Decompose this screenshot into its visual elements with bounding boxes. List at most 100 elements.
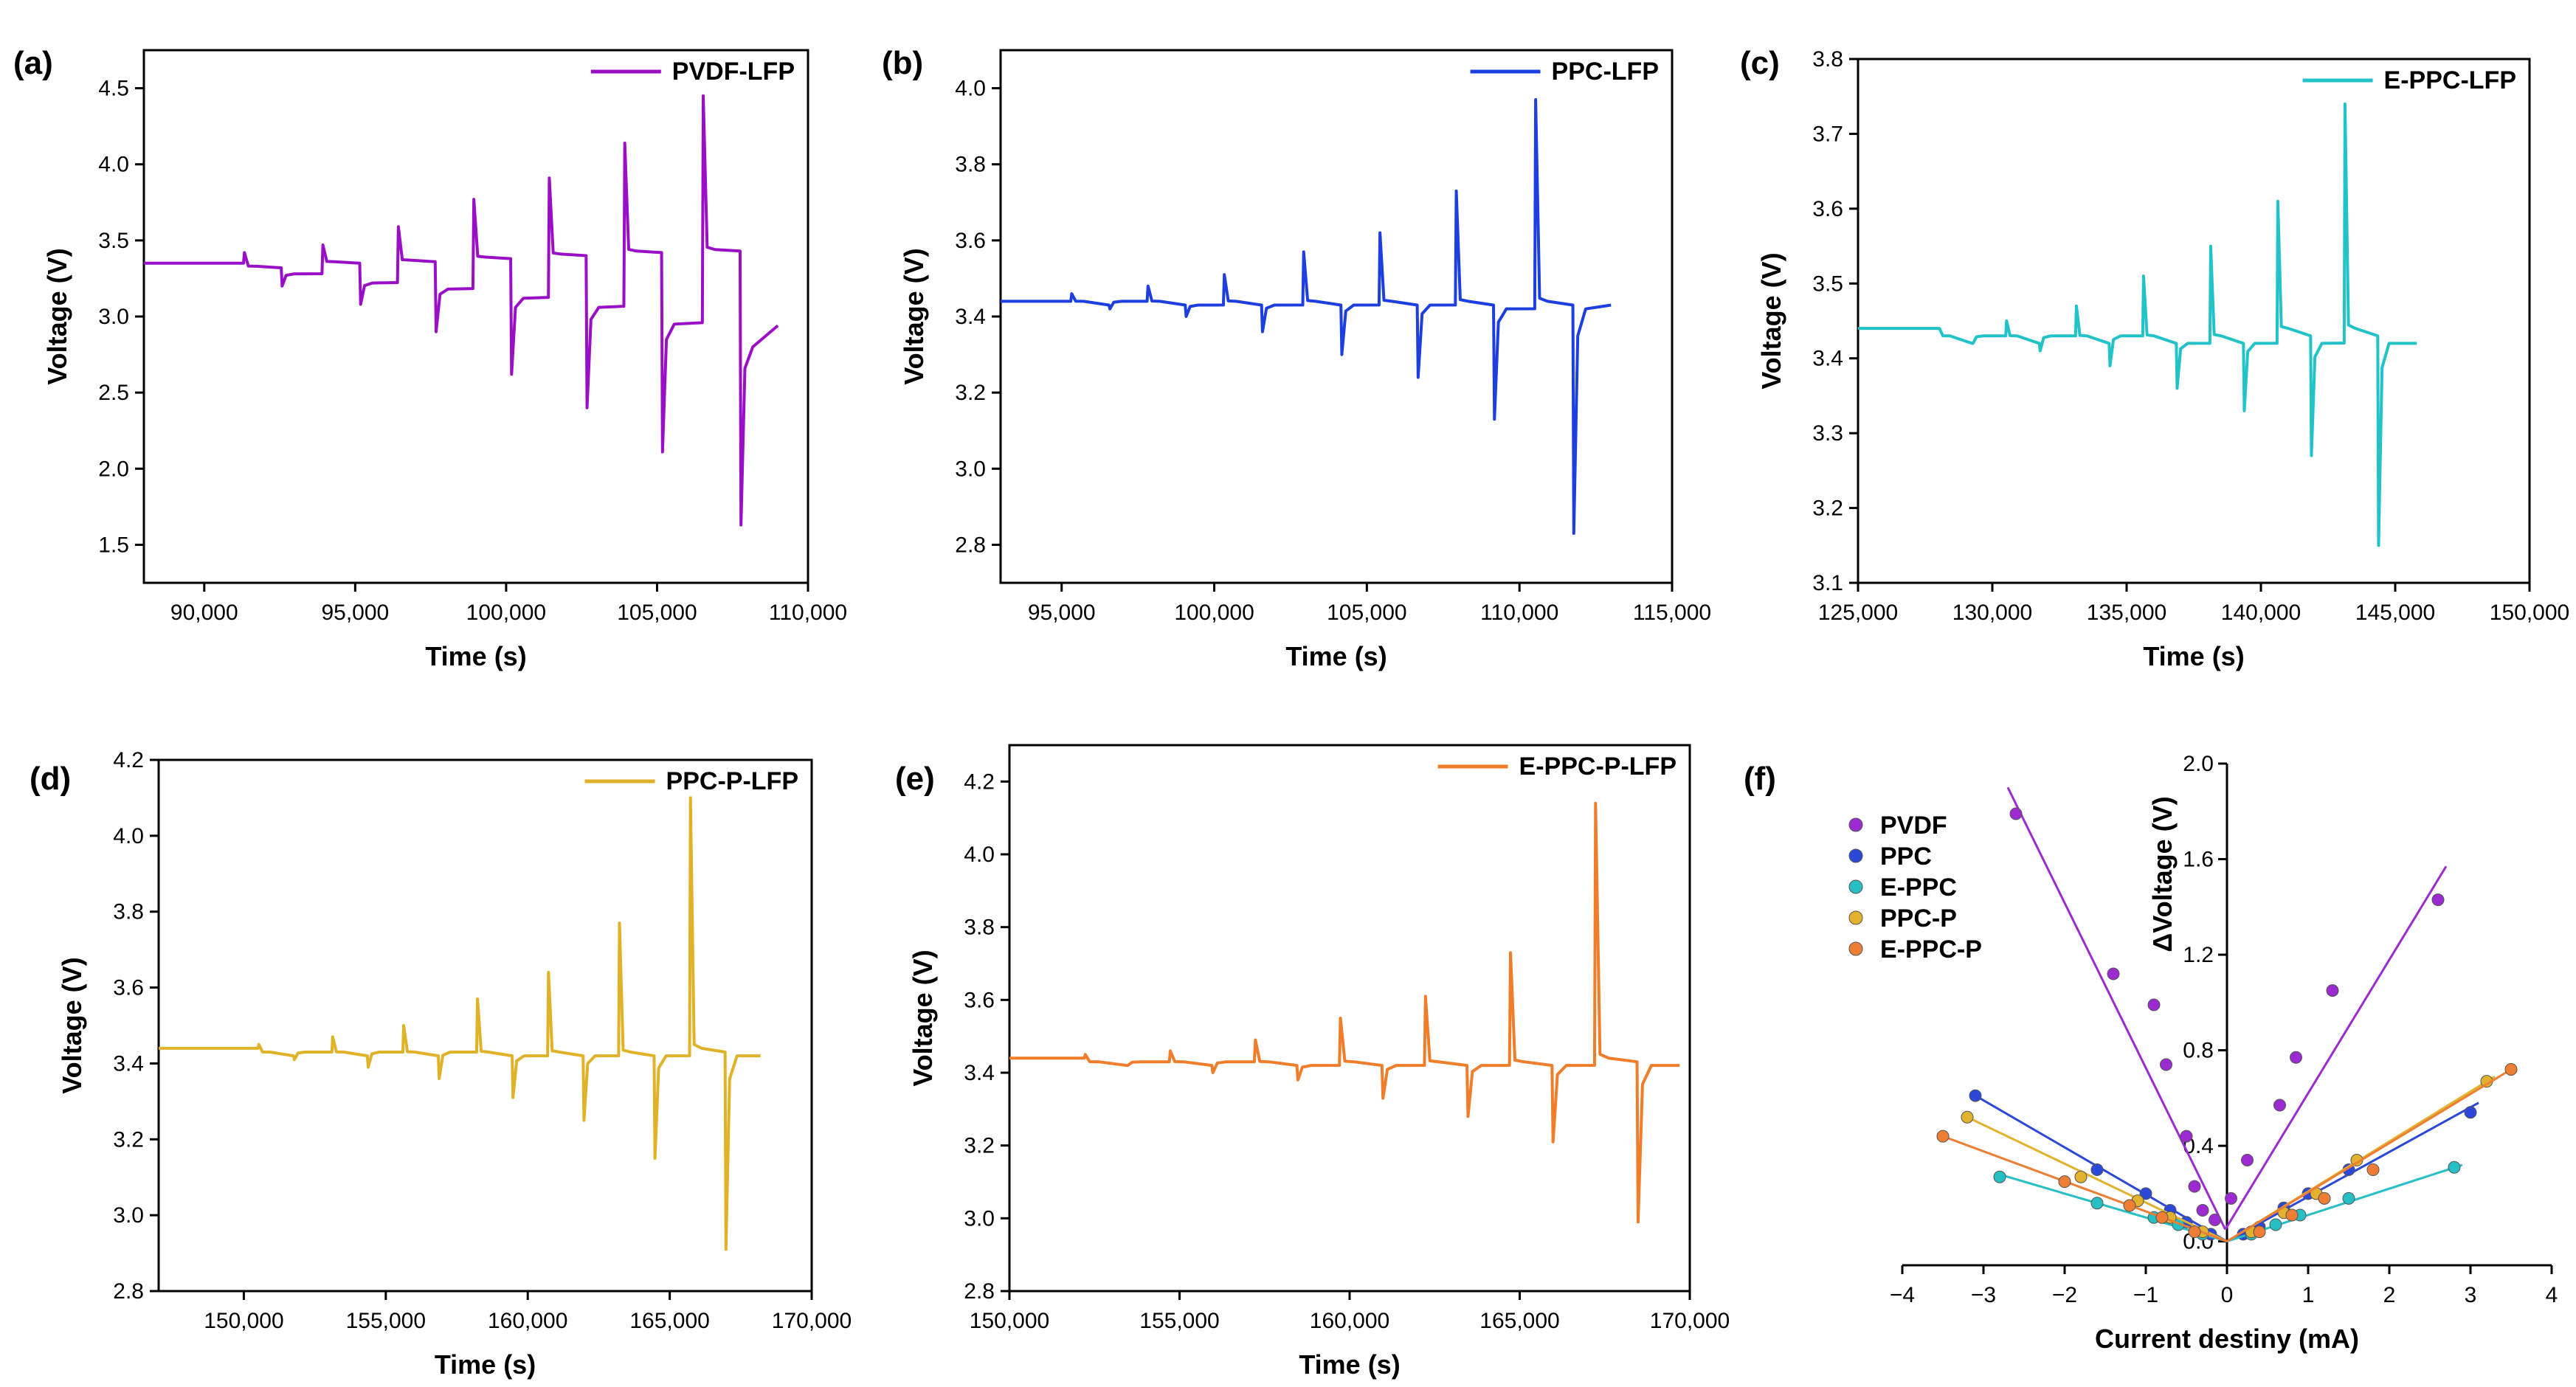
plot-frame-b: [999, 49, 1674, 584]
data-point-e-ppc: [1993, 1170, 2006, 1183]
data-point-e-ppc-p: [2285, 1208, 2299, 1222]
y-tick-label: 1.5: [98, 533, 129, 557]
fit-line-e-ppc-p: [1942, 1135, 2228, 1243]
x-tick-label: −2: [2052, 1283, 2077, 1307]
data-point-pvdf: [2009, 807, 2023, 820]
legend-marker-e-ppc: [1848, 879, 1863, 894]
x-tick-label: 100,000: [466, 601, 546, 625]
legend-label-e-ppc: E-PPC: [1880, 874, 1957, 902]
y-tick-label: 3.8: [113, 900, 144, 924]
x-tick-label: 115,000: [1633, 601, 1711, 625]
panel-label-c: (c): [1740, 45, 1780, 81]
legend-label-ppc-p-lfp: PPC-P-LFP: [666, 767, 798, 795]
y-tick-label: 2.0: [98, 457, 129, 481]
x-tick-label: 3: [2465, 1283, 2477, 1307]
y-tick-label: 3.2: [113, 1127, 144, 1152]
x-tick-label: 145,000: [2355, 601, 2435, 625]
fit-line-pvdf: [2224, 865, 2448, 1231]
y-tick-label: 3.4: [1812, 347, 1843, 371]
x-tick-label: 0: [2221, 1283, 2234, 1307]
data-point-ppc-p: [1961, 1110, 1974, 1124]
x-tick-label: 140,000: [2221, 601, 2301, 625]
x-axis-label: Time (s): [2143, 641, 2244, 671]
panel-b-ppc-lfp: 95,000 100,000 105,000 110,000 115,000 2.8 3.0…: [882, 45, 1711, 671]
fit-line-pvdf: [2006, 786, 2227, 1231]
data-point-e-ppc-p: [2366, 1163, 2380, 1176]
x-tick-label: 160,000: [488, 1309, 567, 1333]
y-axis-label: Voltage (V): [908, 950, 938, 1086]
legend-label-ppc: PPC: [1880, 843, 1932, 871]
x-axis-label: Time (s): [1285, 641, 1387, 671]
fit-line-ppc-p: [1966, 1116, 2228, 1242]
y-tick-label: 3.0: [955, 457, 986, 481]
y-tick-label: 0.8: [2183, 1039, 2214, 1063]
y-tick-label: 2.0: [2183, 752, 2214, 776]
y-tick-label: 3.0: [964, 1206, 995, 1231]
y-tick-label: 3.0: [98, 305, 129, 329]
x-tick-label: 130,000: [1952, 601, 2032, 625]
y-tick-label: 4.0: [98, 153, 129, 177]
data-point-ppc: [1969, 1089, 1982, 1102]
y-tick-label: 3.6: [964, 988, 995, 1012]
data-point-ppc: [2464, 1106, 2477, 1119]
panel-a-pvdf-lfp: 90,000 95,000 100,000 105,000 110,000 1.5 2.0 2…: [13, 45, 847, 671]
y-tick-label: 4.0: [955, 77, 986, 101]
x-tick-label: 110,000: [1480, 601, 1558, 625]
plot-frame-e: [1008, 744, 1691, 1293]
x-tick-label: 165,000: [629, 1309, 709, 1333]
x-axis-label: Time (s): [1299, 1349, 1400, 1380]
series-pvdf: [2006, 786, 2448, 1231]
legend-label-ppc-p: PPC-P: [1880, 905, 1957, 933]
fit-line-e-ppc-p: [2226, 1065, 2516, 1242]
voltage-trace-ppc-p-lfp: [159, 796, 761, 1251]
x-tick-label: 160,000: [1310, 1309, 1389, 1333]
y-tick-label: 3.4: [955, 305, 986, 329]
y-axis-label: Voltage (V): [42, 248, 72, 384]
data-point-ppc-p: [2074, 1170, 2088, 1183]
data-point-e-ppc: [2090, 1197, 2104, 1210]
x-tick-label: 150,000: [2490, 601, 2569, 625]
data-point-e-ppc-p: [2155, 1211, 2169, 1224]
data-point-e-ppc: [2448, 1161, 2461, 1174]
y-tick-label: 4.2: [964, 769, 995, 794]
data-point-e-ppc: [2269, 1218, 2282, 1231]
y-tick-label: 3.4: [964, 1061, 995, 1085]
data-point-pvdf: [2180, 1130, 2193, 1143]
data-point-pvdf: [2431, 893, 2445, 907]
panel-label-d: (d): [30, 761, 71, 797]
data-point-e-ppc-p: [2058, 1175, 2071, 1189]
legend-marker-pvdf: [1848, 817, 1863, 832]
panel-label-e: (e): [895, 761, 935, 797]
legend-label-e-ppc-lfp: E-PPC-LFP: [2384, 66, 2516, 94]
x-tick-label: 155,000: [346, 1309, 426, 1333]
panel-label-f: (f): [1744, 761, 1776, 797]
x-tick-label: 155,000: [1139, 1309, 1219, 1333]
y-axis-label: ΔVoltage (V): [2147, 796, 2178, 952]
y-tick-label: 2.8: [113, 1279, 144, 1304]
legend-marker-ppc: [1848, 848, 1863, 863]
data-point-pvdf: [2107, 967, 2120, 980]
data-point-ppc: [2090, 1163, 2104, 1176]
series-ppc: [1969, 1089, 2479, 1242]
data-point-e-ppc-p: [1936, 1130, 1950, 1143]
x-tick-label: 95,000: [321, 601, 389, 625]
x-tick-label: 2: [2383, 1283, 2396, 1307]
y-tick-label: 3.7: [1812, 122, 1843, 146]
y-tick-label: 3.8: [955, 153, 986, 177]
y-tick-label: 3.5: [98, 229, 129, 253]
x-tick-label: 135,000: [2087, 601, 2166, 625]
y-tick-label: 3.6: [955, 229, 986, 253]
y-tick-label: 4.2: [113, 748, 144, 772]
x-tick-label: −3: [1971, 1283, 1996, 1307]
data-point-e-ppc-p: [2318, 1191, 2331, 1205]
data-point-pvdf: [2326, 984, 2339, 997]
data-point-pvdf: [2160, 1058, 2172, 1071]
data-point-e-ppc-p: [2504, 1062, 2518, 1076]
data-point-pvdf: [2225, 1191, 2237, 1205]
y-tick-label: 3.3: [1812, 421, 1843, 446]
y-tick-label: 3.1: [1812, 571, 1843, 595]
x-axis-label: Current destiny (mA): [2095, 1324, 2359, 1354]
data-point-pvdf: [2147, 998, 2161, 1011]
x-tick-label: 105,000: [617, 601, 697, 625]
